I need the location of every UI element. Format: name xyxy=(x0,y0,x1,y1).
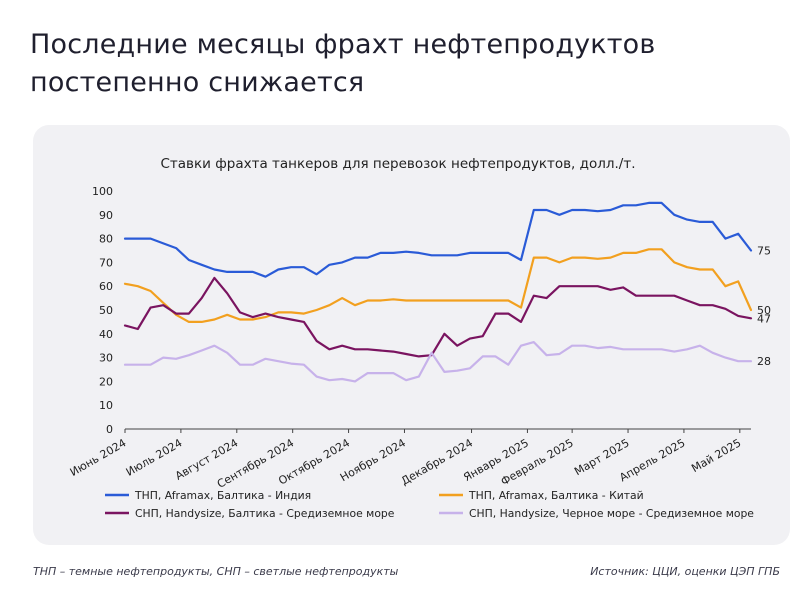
y-tick-label: 90 xyxy=(99,209,113,222)
line-chart: Ставки фрахта танкеров для перевозок неф… xyxy=(68,156,771,520)
y-tick-label: 10 xyxy=(99,399,113,412)
legend-label: СНП, Handysize, Балтика - Средиземное мо… xyxy=(135,507,395,520)
legend-label: СНП, Handysize, Черное море - Средиземно… xyxy=(469,507,754,520)
y-tick-label: 20 xyxy=(99,375,113,388)
y-tick-label: 60 xyxy=(99,280,113,293)
x-tick-label: Декабрь 2024 xyxy=(399,436,475,488)
y-tick-label: 30 xyxy=(99,352,113,365)
footnote-source: Источник: ЦЦИ, оценки ЦЭП ГПБ xyxy=(590,565,780,578)
x-tick-label: Июнь 2024 xyxy=(68,436,129,479)
legend-label: ТНП, Aframax, Балтика - Индия xyxy=(134,489,311,502)
y-tick-label: 50 xyxy=(99,304,113,317)
series-line xyxy=(123,201,753,278)
series-line xyxy=(123,341,753,383)
y-axis: 0 10 20 30 40 50 60 70 80 90 100 xyxy=(92,185,113,436)
legend: ТНП, Aframax, Балтика - Индия ТНП, Aframa… xyxy=(105,489,754,520)
chart-title: Ставки фрахта танкеров для перевозок неф… xyxy=(160,156,635,172)
series-end-label: 47 xyxy=(757,312,771,325)
footnote-abbreviations: ТНП – темные нефтепродукты, СНП – светлы… xyxy=(33,565,399,578)
chart-card: Ставки фрахта танкеров для перевозок неф… xyxy=(33,125,790,545)
y-tick-label: 100 xyxy=(92,185,113,198)
page-title: Последние месяцы фрахт нефтепродуктов по… xyxy=(30,29,656,98)
series-layer xyxy=(123,201,753,383)
series-end-label: 50 xyxy=(757,304,771,317)
series-end-label: 75 xyxy=(757,245,771,258)
series-line xyxy=(123,248,753,323)
series-line xyxy=(123,276,753,358)
y-tick-label: 40 xyxy=(99,328,113,341)
y-tick-label: 80 xyxy=(99,233,113,246)
x-tick-label: Май 2025 xyxy=(689,436,743,475)
y-tick-label: 70 xyxy=(99,256,113,269)
series-end-label: 28 xyxy=(757,355,771,368)
y-tick-label: 0 xyxy=(106,423,113,436)
legend-label: ТНП, Aframax, Балтика - Китай xyxy=(468,489,644,502)
